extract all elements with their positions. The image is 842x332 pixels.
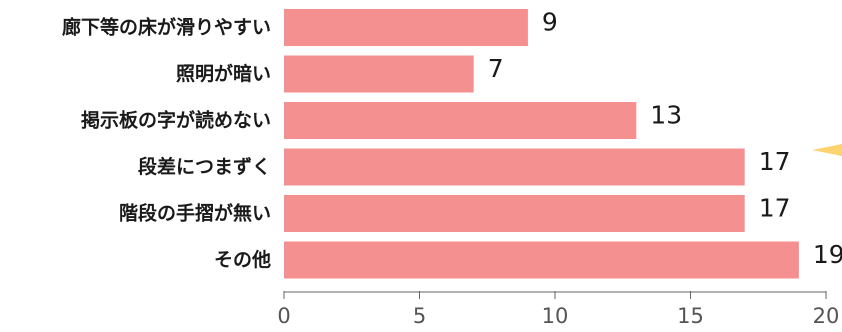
x-tick-label: 10 [542,304,569,328]
value-label: 19 [813,240,842,269]
bar [284,102,637,139]
x-tick-label: 0 [277,304,290,328]
value-label: 17 [759,193,791,222]
category-label: 掲示板の字が読めない [81,109,271,132]
category-label: 照明が暗い [176,62,271,85]
bars-group: 廊下等の床が滑りやすい 9 照明が暗い 7 掲示板の字が読めない 13 段差につまずく 17 階… [62,7,842,279]
x-axis: 0 5 10 15 20 [277,291,839,328]
category-label: その他 [214,248,271,271]
value-label: 9 [542,7,558,36]
x-tick-label: 5 [413,304,426,328]
bar [284,55,474,93]
category-label: 階段の手摺が無い [119,202,271,225]
pointer-marker [812,144,842,156]
bar [284,195,745,232]
value-label: 7 [488,54,504,83]
category-label: 段差につまずく [138,155,271,178]
x-tick-label: 15 [677,304,704,328]
value-label: 13 [650,100,682,129]
bar [284,241,799,279]
category-label: 廊下等の床が滑りやすい [62,16,271,39]
value-label: 17 [759,147,791,176]
bar [284,148,745,186]
bar [284,9,528,46]
x-tick-label: 20 [813,304,840,328]
